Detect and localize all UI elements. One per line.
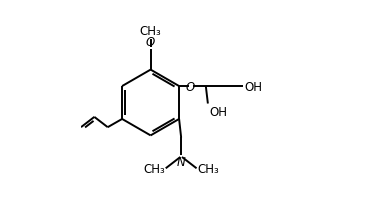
- Text: O: O: [146, 36, 155, 49]
- Text: N: N: [177, 155, 186, 168]
- Text: CH₃: CH₃: [143, 162, 165, 175]
- Text: CH₃: CH₃: [140, 25, 161, 37]
- Text: OH: OH: [244, 80, 262, 93]
- Text: CH₃: CH₃: [197, 162, 219, 175]
- Text: OH: OH: [210, 105, 228, 118]
- Text: O: O: [186, 80, 195, 93]
